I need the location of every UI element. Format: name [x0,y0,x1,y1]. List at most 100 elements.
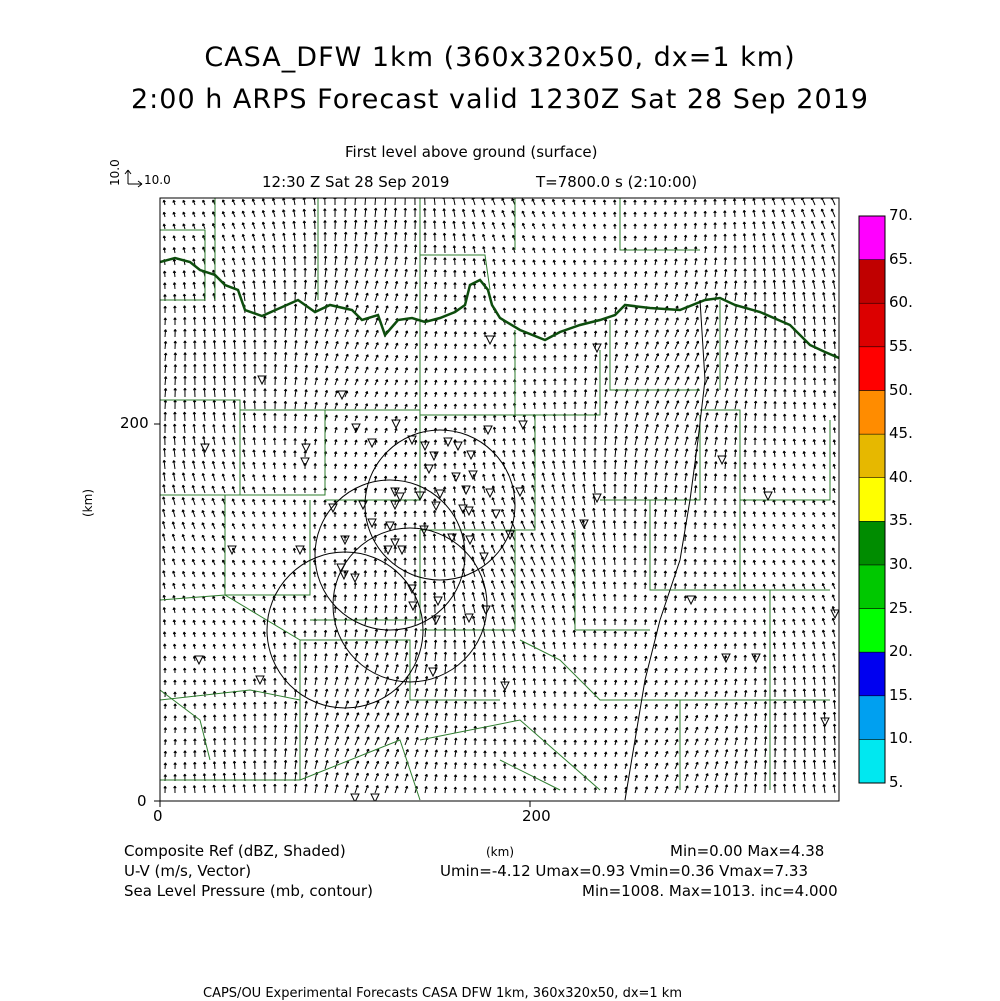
station-marker [717,455,727,466]
station-marker [479,552,489,563]
level-label: First level above ground (surface) [345,143,598,161]
station-marker [350,793,360,801]
colorbar-cell [858,651,886,697]
colorbar-cell [858,695,886,740]
station-marker [383,545,393,556]
station-marker [431,501,441,512]
station-marker [465,535,475,546]
colorbar-label: 55. [889,336,913,355]
station-marker [419,525,429,536]
station-marker [255,675,265,686]
x-tick-200: 200 [522,807,551,825]
station-marker [468,470,478,481]
y-tick-200: 200 [120,414,149,432]
footer-slp-contour: Sea Level Pressure (mb, contour) [124,882,373,900]
station-marker [407,435,417,446]
footer-uv-vector: U-V (m/s, Vector) [124,862,252,880]
colorbar-cell [858,302,886,348]
station-marker [464,613,474,624]
station-marker [336,563,346,574]
station-marker [518,420,528,431]
colorbar-label: 20. [889,642,913,661]
highway-line [624,299,706,801]
colorbar-label: 15. [889,685,913,704]
y-tick-0: 0 [137,792,147,810]
colorbar-label: 10. [889,729,913,748]
station-marker [592,493,602,504]
colorbar-label: 45. [889,424,913,443]
station-marker [397,545,407,556]
station-marker [295,545,305,556]
colorbar-cell [858,608,886,653]
colorbar-cell [858,433,886,478]
colorbar-cell [858,390,886,435]
x-axis-unit: (km) [486,845,515,859]
station-marker [257,375,267,386]
station-marker [351,423,361,434]
vector-scale-horizontal-label: 10.0 [144,173,171,187]
station-marker [466,450,476,461]
station-marker [328,503,338,514]
station-marker [390,500,400,511]
station-marker [429,451,439,462]
station-marker [337,390,347,401]
station-marker [395,492,405,503]
station-marker [461,485,471,496]
map-contents [160,198,839,801]
station-marker [194,655,204,666]
station-marker [443,437,453,448]
title-line-2: 2:00 h ARPS Forecast valid 1230Z Sat 28 … [131,84,869,115]
colorbar-label: 70. [889,206,913,224]
station-marker [592,343,602,354]
title-line-1: CASA_DFW 1km (360x320x50, dx=1 km) [204,42,796,73]
station-marker [408,601,418,612]
axis-ticks [154,423,531,807]
colorbar-cell [858,259,886,304]
station-marker [390,538,400,549]
station-marker [340,535,350,546]
colorbar-cell [858,564,886,609]
colorbar-label: 30. [889,554,913,573]
footer-credit: CAPS/OU Experimental Forecasts CASA DFW … [203,986,683,1001]
station-marker [391,419,401,430]
radar-range-circle [266,551,424,709]
station-marker [300,457,310,468]
station-marker [820,717,830,728]
station-marker [686,595,696,606]
colorbar-label: 60. [889,293,913,312]
valid-time-label: 12:30 Z Sat 28 Sep 2019 [262,173,450,191]
station-marker [227,545,237,556]
station-marker [433,596,443,607]
station-marker [721,653,731,664]
station-marker [431,615,441,626]
radar-range-circle [332,527,488,683]
x-tick-0: 0 [153,807,163,825]
colorbar-frame [858,215,886,784]
colorbar-label: 5. [889,773,904,791]
station-marker [424,464,434,475]
footer-composite-ref-range: Min=0.00 Max=4.38 [670,842,825,860]
station-marker [370,793,380,801]
colorbar-cell [858,215,886,260]
radar-range-circle [314,479,466,631]
station-marker [453,441,463,452]
station-marker [339,570,349,581]
station-marker [500,681,510,692]
colorbar-label: 65. [889,249,913,268]
county-boundaries [160,198,831,801]
colorbar [858,215,886,784]
station-marker [481,605,491,616]
station-marker [435,489,445,500]
station-markers [194,335,839,801]
red-river-boundary [160,256,839,360]
station-marker [464,506,474,517]
colorbar-label: 40. [889,467,913,486]
station-marker [415,491,425,502]
station-marker [505,530,515,541]
colorbar-cell [858,346,886,391]
vector-scale-arrows [124,169,143,188]
colorbar-label: 35. [889,511,913,530]
colorbar-label: 50. [889,380,913,399]
station-marker [485,335,495,346]
